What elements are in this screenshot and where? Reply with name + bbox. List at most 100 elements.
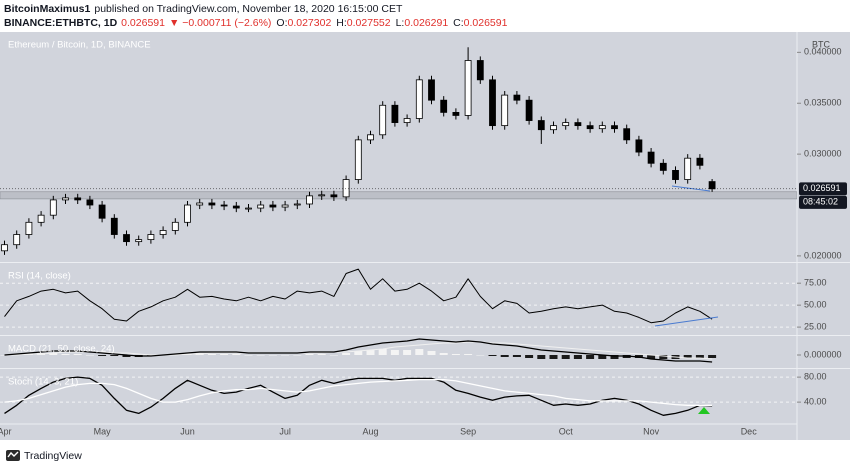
x-tick-label: Nov (643, 426, 660, 436)
candle-body (403, 118, 411, 123)
histogram-bar (488, 355, 497, 356)
y-tick-label: 80.00 (804, 372, 827, 382)
candle-body (379, 104, 387, 136)
histogram-bar (695, 355, 704, 358)
candle-body (501, 94, 509, 127)
ohlc-label: L: (396, 17, 405, 29)
candle-body (464, 60, 472, 116)
histogram-bar (220, 354, 229, 355)
ohlc-value: 0.026591 (464, 17, 508, 29)
countdown-box (799, 195, 847, 209)
candle-body (513, 94, 521, 101)
histogram-bar (659, 355, 668, 359)
candle-body (98, 204, 106, 219)
histogram-bar (98, 355, 107, 356)
candle-body (708, 181, 716, 190)
candle-body (452, 111, 460, 116)
candle-body (13, 234, 21, 246)
y-tick-label: 75.00 (804, 278, 827, 288)
x-tick-label: Sep (460, 426, 476, 436)
x-tick-label: Apr (0, 426, 12, 436)
candle-body (574, 122, 582, 127)
symbol: BINANCE:ETHBTC, 1D (4, 17, 118, 29)
histogram-bar (512, 355, 521, 357)
author: BitcoinMaximus1 (4, 3, 91, 15)
ohlc-value: 0.027552 (347, 17, 391, 29)
byline: published on TradingView.com, November 1… (94, 3, 403, 15)
y-tick-label: 0.000000 (804, 349, 842, 359)
y-tick-label: 0.030000 (804, 148, 842, 158)
price-unit: BTC (812, 39, 831, 49)
y-tick-label: 40.00 (804, 397, 827, 407)
candle-body (696, 157, 704, 166)
histogram-bar (549, 355, 558, 359)
pane-title: Ethereum / Bitcoin, 1D, BINANCE (8, 40, 151, 51)
candle-body (159, 230, 167, 235)
histogram-bar (329, 355, 338, 356)
candle-body (684, 157, 692, 180)
histogram-bar (85, 355, 94, 356)
histogram-bar (586, 355, 595, 359)
histogram-bar (73, 354, 82, 355)
indicator-line (4, 378, 713, 406)
last-price-label: 0.026591 (803, 183, 841, 193)
candle-body (1, 244, 8, 252)
header-line-1: BitcoinMaximus1 published on TradingView.… (4, 3, 403, 15)
signal-arrow (698, 407, 710, 414)
candle-body (257, 204, 265, 209)
ohlc-label: O: (276, 17, 287, 29)
brand-logo-mark (7, 451, 19, 458)
candle-body (623, 128, 631, 141)
plot-area (0, 47, 797, 416)
histogram-bar (354, 351, 363, 355)
pane-title: MACD (21, 50, close, 24) (8, 344, 115, 355)
indicator-line (4, 268, 713, 324)
histogram-bar (403, 350, 412, 355)
candle-body (184, 204, 191, 223)
candle-body (598, 125, 606, 130)
candle-body (476, 60, 484, 81)
ohlc-value: 0.027302 (288, 17, 332, 29)
x-tick-label: Oct (559, 426, 574, 436)
histogram-bar (378, 349, 387, 355)
histogram-bar (122, 355, 131, 357)
price-change: ▼ −0.000711 (−2.6%) (169, 17, 271, 29)
histogram-bar (293, 355, 302, 356)
trendline (671, 185, 711, 192)
x-tick-label: May (94, 426, 112, 436)
candle-body (354, 139, 362, 180)
trendline (654, 316, 719, 327)
histogram-bar (342, 353, 351, 355)
histogram-bar (647, 355, 656, 359)
candle-body (647, 151, 655, 164)
candle-body (330, 194, 338, 198)
signal-line (4, 341, 713, 360)
candle-body (86, 199, 94, 206)
candle-body (342, 179, 350, 198)
histogram-bar (390, 350, 399, 355)
histogram-bar (610, 355, 619, 359)
candle-body (550, 125, 557, 131)
histogram-bar (476, 355, 485, 356)
candle-body (440, 99, 448, 113)
histogram-bar (49, 353, 58, 355)
candle-body (74, 197, 82, 201)
last-price-box (799, 182, 847, 196)
histogram-bar (305, 354, 314, 355)
candle-body (245, 207, 252, 210)
candle-body (635, 139, 643, 153)
y-tick-label: 25.00 (804, 321, 827, 331)
candle-body (367, 134, 374, 141)
countdown-label: 08:45:02 (803, 197, 838, 207)
histogram-bar (683, 355, 692, 358)
candle-body (232, 205, 240, 209)
ohlc-label: C: (453, 17, 464, 29)
candle-body (196, 202, 204, 206)
ohlc-value: 0.026291 (404, 17, 448, 29)
histogram-bar (268, 355, 277, 356)
ohlc-label: H: (336, 17, 347, 29)
candle-body (415, 79, 423, 119)
pane-title: RSI (14, close) (8, 271, 71, 282)
footer: TradingView (6, 450, 82, 462)
